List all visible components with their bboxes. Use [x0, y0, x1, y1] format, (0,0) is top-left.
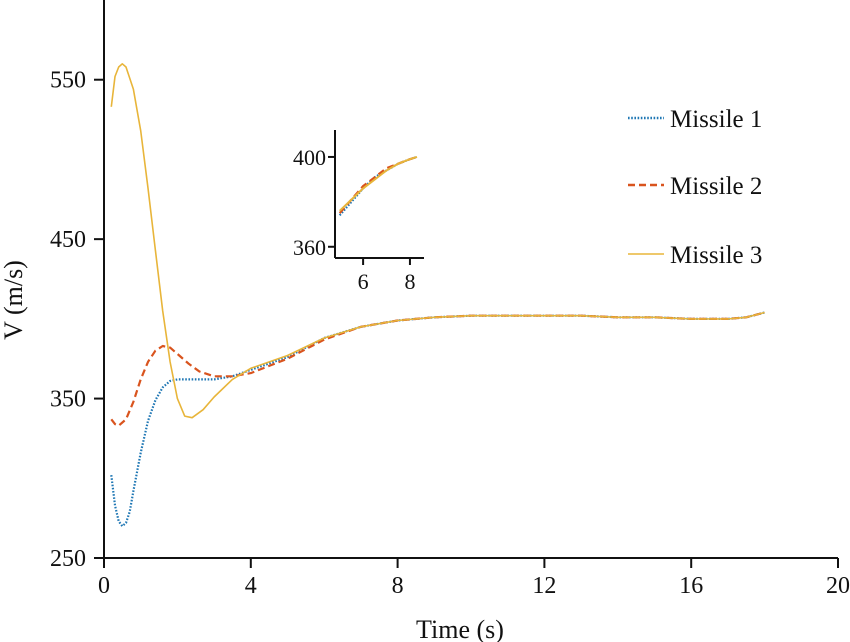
legend-item-missile-2: Missile 2: [628, 173, 762, 200]
x-axis-title: Time (s): [416, 615, 504, 642]
legend: Missile 1 Missile 2 Missile 3: [628, 106, 762, 269]
series-line-missile-2: [110, 311, 765, 427]
inset-y-tick-label: 360: [293, 235, 326, 260]
y-tick-label: 250: [50, 546, 86, 572]
legend-label-missile-3: Missile 3: [670, 242, 762, 269]
x-tick-label: 4: [245, 573, 257, 599]
series-line-missile-1: [110, 311, 765, 528]
inset-series-line-2: [338, 155, 418, 214]
legend-label-missile-2: Missile 2: [670, 173, 762, 200]
x-ticks: 0 4 8 12 16 20: [98, 558, 850, 599]
inset-series: [338, 155, 418, 217]
legend-label-missile-1: Missile 1: [670, 106, 762, 133]
x-tick-label: 12: [532, 573, 556, 599]
inset-x-tick-label: 6: [358, 269, 369, 294]
inset-y-ticks: 360 400: [293, 145, 335, 260]
x-tick-label: 16: [679, 573, 703, 599]
legend-item-missile-1: Missile 1: [628, 106, 762, 133]
y-ticks: 250 350 450 550: [50, 68, 104, 572]
y-tick-label: 350: [50, 387, 86, 413]
y-tick-label: 550: [50, 68, 86, 94]
inset-y-tick-label: 400: [293, 145, 326, 170]
legend-item-missile-3: Missile 3: [628, 242, 762, 269]
y-axis-title: V (m/s): [0, 260, 28, 340]
inset-x-tick-label: 8: [404, 269, 415, 294]
x-tick-label: 8: [392, 573, 404, 599]
main-series: [110, 63, 765, 528]
inset-series-line-1: [338, 155, 418, 217]
x-tick-label: 20: [826, 573, 850, 599]
inset-series-line-3: [339, 155, 418, 212]
series-line-missile-3: [110, 63, 765, 419]
y-tick-label: 450: [50, 227, 86, 253]
x-tick-label: 0: [98, 573, 110, 599]
